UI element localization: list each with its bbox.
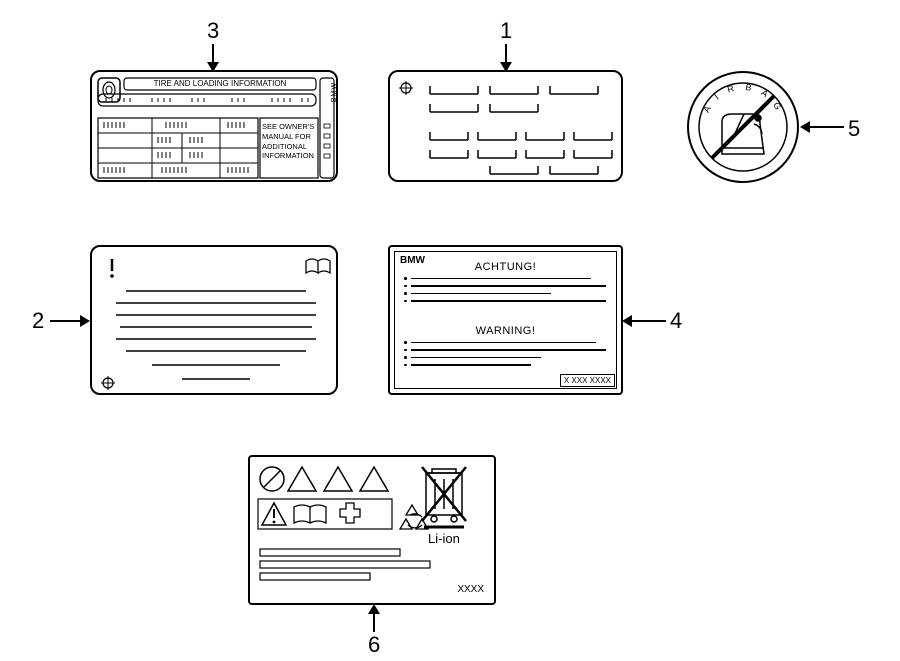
label-3-brand: BMW <box>331 82 338 102</box>
callout-2-line <box>50 320 82 322</box>
label-3-side-note: SEE OWNER'S MANUAL FOR ADDITIONAL INFORM… <box>262 122 316 161</box>
label-4-code: X XXX XXXX <box>560 374 615 387</box>
callout-1: 1 <box>500 18 512 44</box>
diagram-stage: TIRE AND LOADING INFORMATION BMW SEE OWN… <box>0 0 900 661</box>
side-note-line: ADDITIONAL <box>262 142 316 152</box>
side-note-line: MANUAL FOR <box>262 132 316 142</box>
label-3-title: TIRE AND LOADING INFORMATION <box>126 79 314 88</box>
callout-6-arrow <box>368 604 380 614</box>
callout-4: 4 <box>670 308 682 334</box>
callout-3-line <box>212 44 214 64</box>
label-4-heading-de: ACHTUNG! <box>390 261 621 273</box>
callout-5: 5 <box>848 116 860 142</box>
callout-1-line <box>505 44 507 64</box>
callout-2-arrow <box>80 315 90 327</box>
label-4-heading-en: WARNING! <box>390 325 621 337</box>
callout-5-line <box>810 126 844 128</box>
label-6-code: XXXX <box>457 584 484 595</box>
callout-4-line <box>632 320 666 322</box>
callout-6: 6 <box>368 632 380 658</box>
label-4-bullets-de <box>404 277 607 302</box>
callout-3-arrow <box>207 62 219 72</box>
label-1-art <box>390 72 625 184</box>
callout-5-arrow <box>800 121 810 133</box>
callout-6-line <box>373 612 375 632</box>
label-2-art <box>92 247 340 397</box>
side-note-line: SEE OWNER'S <box>262 122 316 132</box>
side-note-line: INFORMATION <box>262 151 316 161</box>
label-4-bullets-en <box>404 341 607 366</box>
label-6-liion-text: Li-ion <box>428 531 460 546</box>
label-6-liion: Li-ion XXXX <box>248 455 496 605</box>
label-2-text-card <box>90 245 338 395</box>
label-5-airbag-circle: A I R B A G <box>686 70 800 184</box>
label-1-generic <box>388 70 623 182</box>
label-3-tire-loading: TIRE AND LOADING INFORMATION BMW SEE OWN… <box>90 70 338 182</box>
callout-3: 3 <box>207 18 219 44</box>
label-4-warning: BMW ACHTUNG! WARNING! X XXX XXXX <box>388 245 623 395</box>
callout-4-arrow <box>622 315 632 327</box>
airbag-icon: A I R B A G <box>686 70 800 184</box>
callout-2: 2 <box>32 308 44 334</box>
callout-1-arrow <box>500 62 512 72</box>
